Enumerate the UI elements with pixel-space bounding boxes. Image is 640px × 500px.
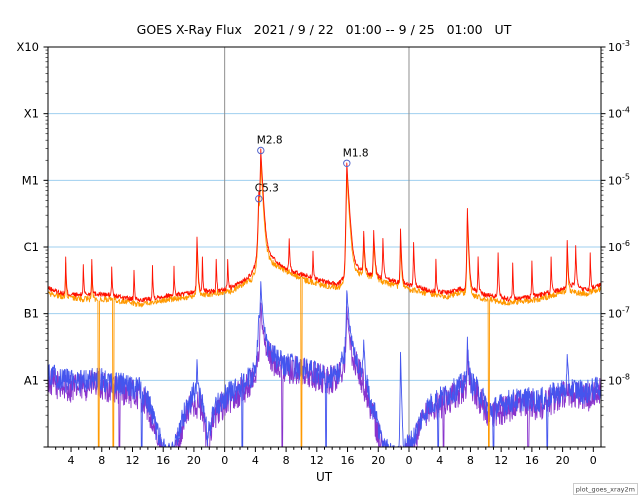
y-axis-label-left: A1 xyxy=(24,373,39,387)
watermark: plot_goes_xray2m xyxy=(573,483,638,495)
x-tick-label: 12 xyxy=(126,454,140,467)
flare-marker xyxy=(257,146,265,155)
x-tick-label: 16 xyxy=(156,454,170,467)
x-tick-label: 8 xyxy=(98,454,105,467)
x-tick-label: 12 xyxy=(310,454,324,467)
x-tick-label: 20 xyxy=(371,454,385,467)
y-axis-label-right: 10-6 xyxy=(608,239,630,254)
y-axis-label-left: B1 xyxy=(24,307,39,321)
x-tick-label: 20 xyxy=(556,454,570,467)
y-axis-label-left: X10 xyxy=(16,40,39,54)
x-tick-label: 0 xyxy=(221,454,228,467)
flare-label: C5.3 xyxy=(255,183,279,195)
x-tick-label: 4 xyxy=(252,454,259,467)
x-tick-label: 16 xyxy=(525,454,539,467)
y-axis-label-right: 10-3 xyxy=(608,39,630,54)
flare-marker xyxy=(343,159,351,168)
x-tick-label: 20 xyxy=(187,454,201,467)
series-xray-short-primary xyxy=(47,281,602,448)
x-tick-label: 0 xyxy=(590,454,597,467)
y-axis-label-left: X1 xyxy=(24,107,39,121)
series-xray-long-secondary xyxy=(47,159,602,448)
x-tick-label: 8 xyxy=(467,454,474,467)
flare-label: M1.8 xyxy=(343,147,369,159)
y-axis-label-right: 10-7 xyxy=(608,306,630,321)
watermark-text: plot_goes_xray2m xyxy=(576,486,635,494)
x-tick-label: 8 xyxy=(283,454,290,467)
plot-area: 4 8 12 16 20 0 4 8 12 16 20 0 4 8 12 16 20 0 X10 X1 M1 C1 B1 A1… xyxy=(16,39,630,467)
chart-title: GOES X-Ray Flux 2021 / 9 / 22 01:00 -- 9… xyxy=(137,22,512,37)
x-tick-label: 4 xyxy=(436,454,443,467)
flare-marker xyxy=(255,195,263,203)
series-xray-long-primary xyxy=(47,148,602,303)
y-axis-label-right: 10-8 xyxy=(608,372,630,387)
x-tick-label: 4 xyxy=(68,454,75,467)
x-tick-label: 12 xyxy=(494,454,508,467)
y-axis-label-right: 10-5 xyxy=(608,172,630,187)
x-axis-title: UT xyxy=(316,470,333,484)
y-axis-label-left: M1 xyxy=(22,173,39,187)
x-tick-label: 0 xyxy=(406,454,413,467)
flare-label: M2.8 xyxy=(257,135,283,147)
watermark-box xyxy=(573,483,638,495)
y-axis-label-left: C1 xyxy=(24,240,39,254)
y-axis-label-right: 10-4 xyxy=(608,106,630,121)
x-tick-label: 16 xyxy=(341,454,355,467)
